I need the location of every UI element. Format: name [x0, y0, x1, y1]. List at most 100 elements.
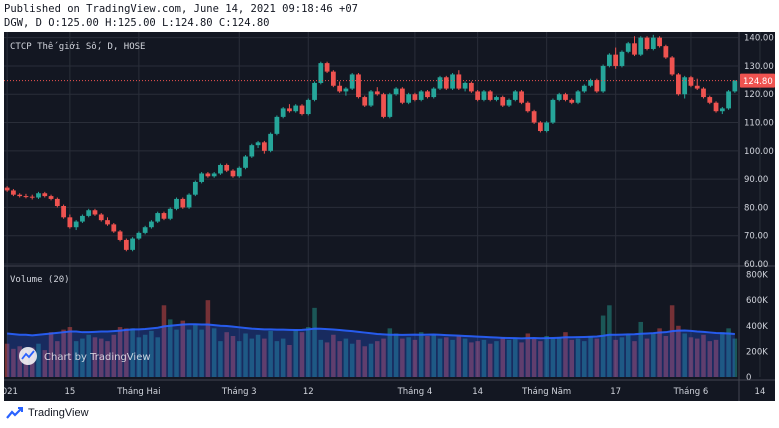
volume-bar	[676, 325, 681, 377]
price-tick-label: 140.00	[744, 34, 774, 44]
candle-body	[368, 91, 374, 106]
volume-bar	[582, 341, 587, 377]
volume-bar	[400, 338, 405, 377]
candle-body	[199, 173, 204, 182]
candle-body	[42, 193, 48, 197]
volume-bar	[500, 337, 506, 377]
volume-bar	[218, 341, 223, 377]
chart-panel[interactable]: 124.80 60.00 70.00 80.00 90.00 100.00 110.00 12…	[4, 32, 775, 401]
candle-body	[462, 82, 468, 89]
candle-body	[174, 198, 179, 209]
candle-body	[180, 198, 186, 208]
candle-body	[644, 37, 650, 49]
volume-bar	[174, 329, 179, 377]
candle-body	[588, 80, 593, 86]
time-tick-label: Tháng Hai	[116, 387, 160, 397]
candle-body	[374, 91, 380, 95]
volume-bar	[243, 333, 248, 377]
candle-body	[236, 167, 242, 177]
volume-bar	[720, 332, 725, 377]
volume-bar	[312, 307, 317, 377]
volume-bar	[393, 333, 399, 377]
volume-bar	[456, 336, 462, 377]
volume-bar	[98, 338, 104, 377]
candle-body	[387, 94, 393, 117]
volume-bar	[638, 321, 644, 377]
volume-bar	[437, 338, 443, 377]
candle-body	[594, 80, 600, 92]
candle-body	[650, 37, 656, 49]
candle-body	[192, 181, 198, 195]
volume-bar	[412, 339, 418, 377]
volume-bar	[387, 328, 393, 377]
candle-body	[130, 238, 135, 250]
candle-body	[431, 88, 437, 98]
candle-body	[136, 232, 142, 239]
candle-body	[381, 94, 386, 117]
last-price-label: 124.80	[743, 77, 773, 87]
candle-body	[676, 74, 681, 95]
candle-body	[167, 208, 173, 219]
candle-body	[412, 94, 418, 100]
candle-body	[280, 108, 286, 117]
volume-tick-label: 600K	[746, 296, 768, 306]
candle-body	[487, 91, 493, 100]
footer-brand[interactable]: TradingView	[28, 407, 89, 419]
volume-bar	[155, 337, 160, 377]
candle-body	[111, 224, 117, 232]
candle-body	[531, 111, 537, 123]
candle-body	[550, 99, 556, 123]
candle-body	[36, 193, 41, 198]
volume-bar	[4, 343, 10, 377]
volume-bar	[651, 333, 656, 377]
volume-bar	[92, 337, 98, 377]
candle-body	[73, 221, 79, 228]
volume-bar	[230, 336, 236, 377]
volume-bar	[682, 333, 687, 377]
volume-bar	[349, 343, 355, 377]
candle-body	[563, 94, 568, 100]
candle-body	[726, 91, 731, 109]
volume-bar	[450, 339, 455, 377]
candle-body	[243, 156, 248, 168]
candle-body	[324, 63, 330, 72]
candle-body	[4, 187, 10, 191]
volume-bar	[644, 338, 650, 377]
price-tick-label: 70.00	[744, 232, 768, 242]
volume-bar	[707, 341, 713, 377]
candle-body	[117, 231, 123, 240]
volume-bar	[262, 338, 267, 377]
candle-body	[481, 91, 487, 100]
volume-bar	[694, 338, 700, 377]
volume-bar	[42, 350, 48, 377]
volume-bar	[211, 328, 217, 377]
candle-body	[349, 74, 355, 89]
candle-body	[48, 196, 54, 199]
price-volume-chart[interactable]: 124.80 60.00 70.00 80.00 90.00 100.00 110.00 12…	[4, 32, 775, 401]
volume-bar	[149, 330, 154, 377]
volume-bar	[299, 332, 305, 377]
candle-body	[61, 206, 66, 218]
candle-body	[123, 239, 129, 250]
candle-body	[274, 116, 280, 134]
volume-bar	[324, 342, 330, 377]
candle-body	[186, 194, 192, 208]
volume-bar	[293, 329, 298, 377]
candle-body	[299, 105, 305, 115]
candle-body	[54, 198, 60, 206]
volume-bar	[556, 337, 562, 377]
time-tick-label: 2021	[4, 387, 18, 397]
candle-body	[625, 43, 631, 52]
candle-body	[105, 220, 110, 225]
volume-bar	[280, 338, 286, 377]
volume-bar	[657, 328, 662, 377]
volume-legend: Volume (20)	[10, 275, 70, 285]
volume-bar	[48, 332, 54, 377]
volume-bar	[600, 315, 606, 377]
candle-body	[669, 57, 675, 75]
candle-body	[600, 65, 606, 92]
volume-bar	[481, 339, 487, 377]
volume-bar	[287, 344, 292, 377]
volume-bar	[619, 337, 625, 377]
volume-bar	[544, 336, 549, 377]
